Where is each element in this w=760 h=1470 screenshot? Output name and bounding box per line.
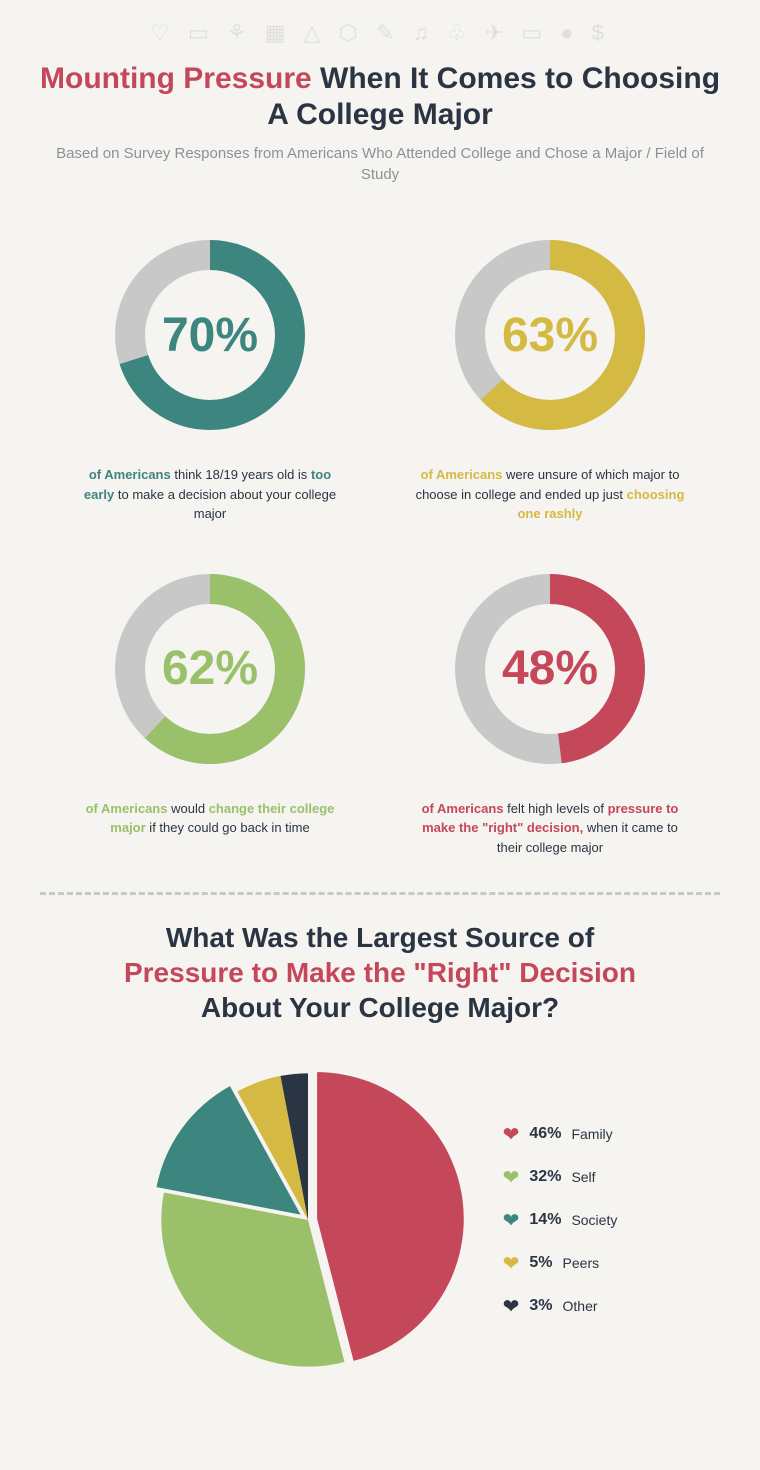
donut-ring-2: 62% [95,554,325,784]
donut-ring-1: 63% [435,220,665,450]
donut-caption-1: of Americans were unsure of which major … [415,465,685,524]
donut-pct-2: 62% [95,554,325,784]
donut-caption-2: of Americans would change their college … [75,799,345,838]
legend-item-society: ❤ 14% Society [503,1208,618,1233]
legend-heart-icon: ❤ [503,1122,520,1147]
legend-item-other: ❤ 3% Other [503,1294,618,1319]
title-rest: When It Comes to Choosing A College Majo… [267,62,720,131]
subtitle: Based on Survey Responses from Americans… [40,143,720,185]
pie-legend: ❤ 46% Family ❤ 32% Self ❤ 14% Society ❤ … [503,1122,618,1319]
donut-2: 62% of Americans would change their coll… [50,554,370,858]
legend-pct: 14% [529,1211,561,1229]
legend-label: Society [571,1212,617,1228]
donut-ring-3: 48% [435,554,665,784]
pie-section: ❤ 46% Family ❤ 32% Self ❤ 14% Society ❤ … [40,1055,720,1385]
pie-slice-family [317,1072,464,1361]
donut-grid: 70% of Americans think 18/19 years old i… [40,220,720,857]
donut-3: 48% of Americans felt high levels of pre… [390,554,710,858]
donut-pct-1: 63% [435,220,665,450]
legend-item-family: ❤ 46% Family [503,1122,618,1147]
legend-label: Family [571,1126,612,1142]
legend-pct: 46% [529,1125,561,1143]
s2-line3: About Your College Major? [201,992,559,1023]
donut-ring-0: 70% [95,220,325,450]
pie-slice-self [161,1193,344,1367]
section2-title: What Was the Largest Source of Pressure … [40,920,720,1025]
legend-pct: 3% [529,1297,552,1315]
main-title: Mounting Pressure When It Comes to Choos… [40,61,720,133]
legend-heart-icon: ❤ [503,1208,520,1233]
legend-item-peers: ❤ 5% Peers [503,1251,618,1276]
title-accent: Mounting Pressure [40,62,312,95]
s2-line1: What Was the Largest Source of [166,922,594,953]
legend-label: Peers [563,1255,600,1271]
section-divider [40,892,720,895]
legend-label: Other [563,1298,598,1314]
donut-pct-0: 70% [95,220,325,450]
legend-heart-icon: ❤ [503,1294,520,1319]
icon-row: ♡ ▭ ⚘ ▦ △ ⬡ ✎ ♫ ♧ ✈ ▭ ● $ [40,20,720,46]
pie-chart [143,1055,473,1385]
legend-item-self: ❤ 32% Self [503,1165,618,1190]
donut-0: 70% of Americans think 18/19 years old i… [50,220,370,524]
legend-pct: 5% [529,1254,552,1272]
s2-accent: Pressure to Make the "Right" Decision [124,957,636,988]
legend-heart-icon: ❤ [503,1165,520,1190]
donut-1: 63% of Americans were unsure of which ma… [390,220,710,524]
donut-caption-3: of Americans felt high levels of pressur… [415,799,685,858]
infographic-page: ♡ ▭ ⚘ ▦ △ ⬡ ✎ ♫ ♧ ✈ ▭ ● $ Mounting Press… [0,0,760,1470]
legend-heart-icon: ❤ [503,1251,520,1276]
legend-label: Self [571,1169,595,1185]
donut-pct-3: 48% [435,554,665,784]
legend-pct: 32% [529,1168,561,1186]
donut-caption-0: of Americans think 18/19 years old is to… [75,465,345,524]
